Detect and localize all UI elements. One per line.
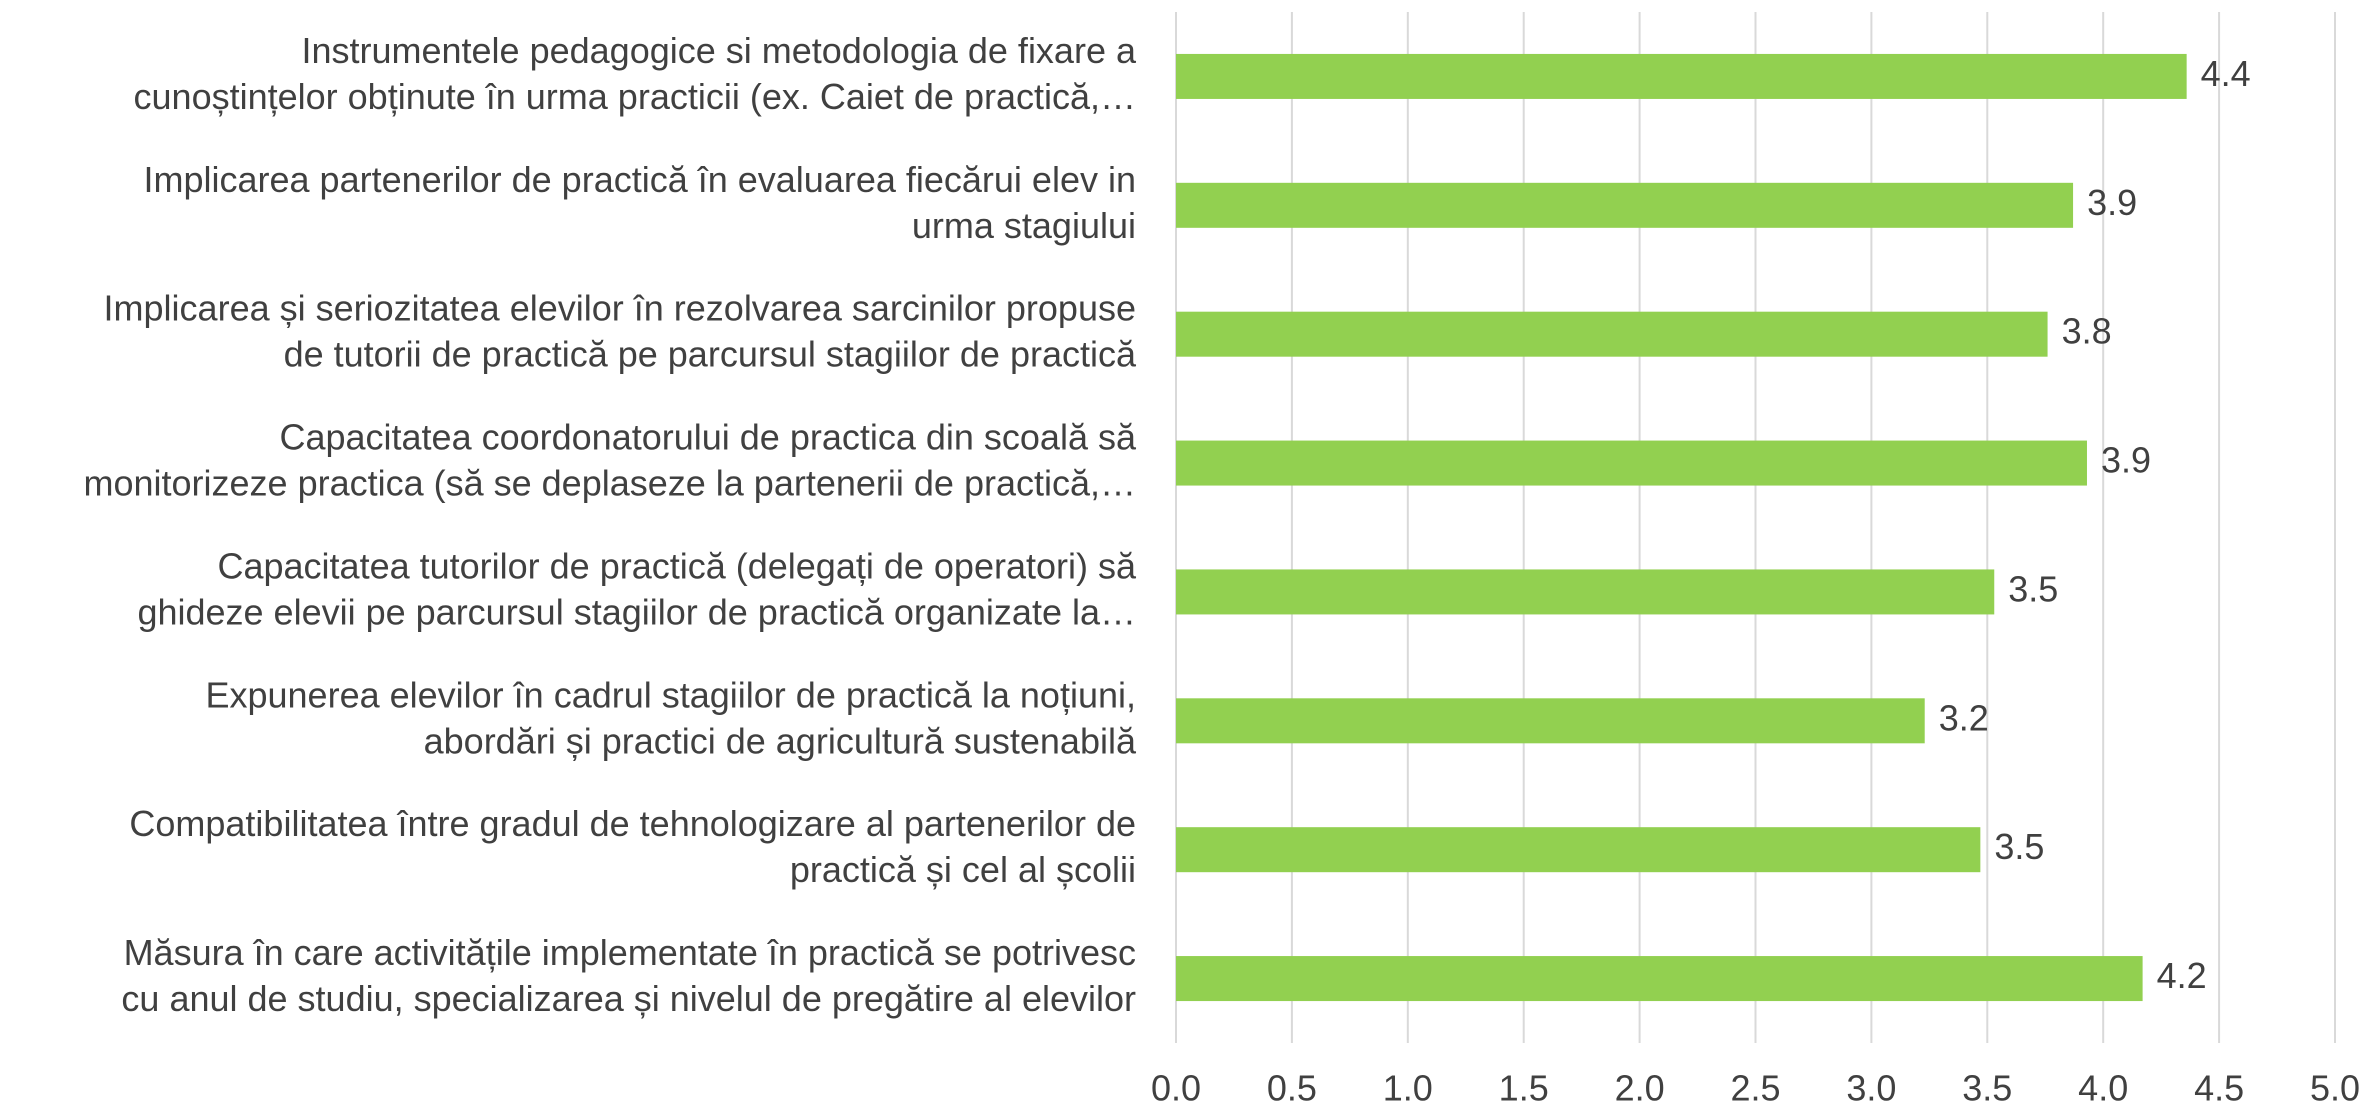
- y-tick-label: Capacitatea coordonatorului de practica …: [279, 417, 1137, 458]
- y-tick-label: Măsura în care activitățile implementate…: [124, 932, 1136, 973]
- value-label: 4.4: [2201, 53, 2251, 94]
- x-tick-label: 2.5: [1730, 1068, 1780, 1109]
- bar: [1176, 53, 2187, 99]
- bar: [1176, 827, 1981, 873]
- y-tick-label: cunoștințelor obținute în urma practicii…: [134, 76, 1136, 117]
- bar: [1176, 182, 2074, 228]
- x-tick-label: 2.0: [1615, 1068, 1665, 1109]
- value-label: 3.9: [2087, 182, 2137, 223]
- bar: [1176, 698, 1925, 744]
- x-tick-label: 4.5: [2194, 1068, 2244, 1109]
- y-tick-label: Instrumentele pedagogice si metodologia …: [301, 30, 1137, 71]
- value-label: 3.5: [1994, 826, 2044, 867]
- y-tick-label: practică și cel al școlii: [790, 849, 1136, 890]
- y-tick-label: abordări și practici de agricultură sust…: [424, 720, 1137, 761]
- y-tick-label: monitorizeze practica (să se deplaseze l…: [83, 463, 1136, 504]
- x-tick-label: 1.5: [1499, 1068, 1549, 1109]
- value-label: 3.5: [2008, 568, 2058, 609]
- y-tick-label: Capacitatea tutorilor de practică (deleg…: [217, 545, 1136, 586]
- x-tick-label: 4.0: [2078, 1068, 2128, 1109]
- y-tick-label: Implicarea partenerilor de practică în e…: [143, 159, 1136, 200]
- value-label: 3.9: [2101, 440, 2151, 481]
- y-tick-label: de tutorii de practică pe parcursul stag…: [284, 334, 1137, 375]
- x-tick-label: 1.0: [1383, 1068, 1433, 1109]
- value-label: 3.2: [1939, 697, 1989, 738]
- y-tick-label: ghideze elevii pe parcursul stagiilor de…: [137, 591, 1136, 632]
- x-tick-label: 0.5: [1267, 1068, 1317, 1109]
- y-tick-label: Implicarea și seriozitatea elevilor în r…: [104, 288, 1136, 329]
- x-tick-label: 0.0: [1151, 1068, 1201, 1109]
- y-tick-label: Expunerea elevilor în cadrul stagiilor d…: [205, 674, 1136, 715]
- value-label: 3.8: [2062, 311, 2112, 352]
- bar: [1176, 956, 2143, 1002]
- x-tick-label: 3.0: [1846, 1068, 1896, 1109]
- bar: [1176, 440, 2087, 486]
- y-tick-label: cu anul de studiu, specializarea și nive…: [121, 978, 1136, 1019]
- value-label: 4.2: [2157, 955, 2207, 996]
- x-tick-label: 5.0: [2310, 1068, 2360, 1109]
- bar: [1176, 569, 1995, 615]
- y-tick-label: Compatibilitatea între gradul de tehnolo…: [129, 803, 1136, 844]
- y-tick-label: urma stagiului: [912, 205, 1136, 246]
- x-tick-label: 3.5: [1962, 1068, 2012, 1109]
- bar: [1176, 311, 2048, 357]
